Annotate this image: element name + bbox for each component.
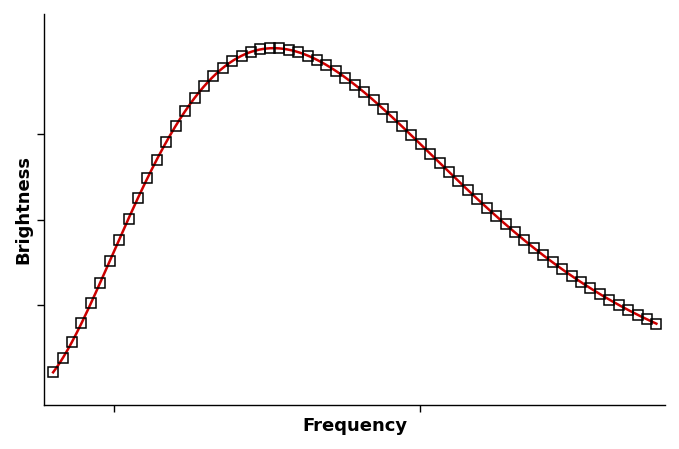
Y-axis label: Brightness: Brightness [14,155,32,264]
X-axis label: Frequency: Frequency [302,417,407,435]
